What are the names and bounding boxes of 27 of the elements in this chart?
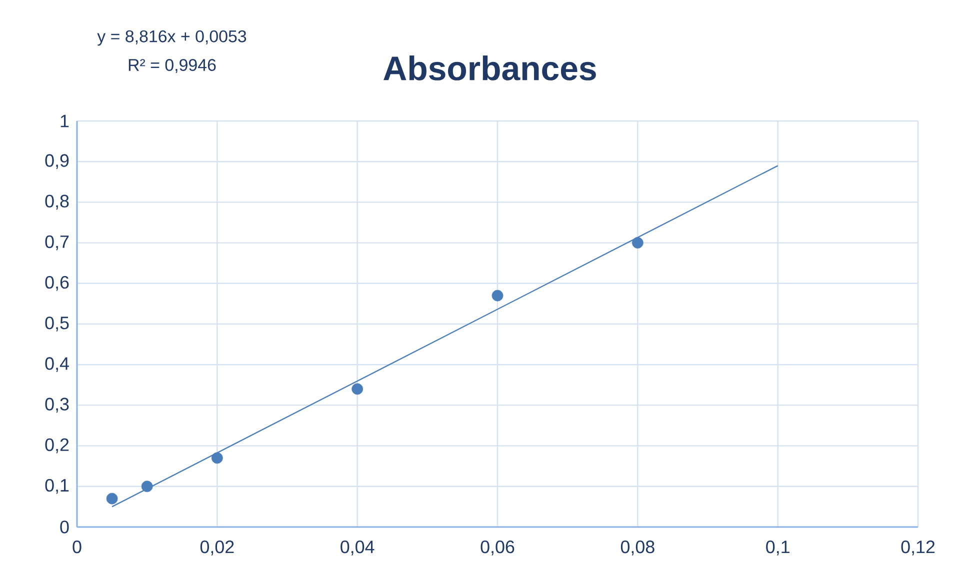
text: R² = 0,9946 [128,58,216,73]
y-tick-label: 0,4 [45,357,69,372]
chart-title: Absorbances [384,56,596,80]
y-tick-label: 0,6 [45,276,69,291]
x-tick-label: 0,02 [200,540,234,556]
x-tick-label: 0,08 [620,540,654,556]
y-tick-label: 0,9 [45,154,69,170]
point [211,452,223,464]
point [141,480,153,492]
y-tick-label: 0,5 [45,316,69,332]
point [492,290,504,302]
y-tick-label: 0,1 [45,478,69,494]
x-tick-label: 0,12 [901,540,935,556]
y-tick-label: 0 [60,520,69,534]
y-tick-label: 1 [60,114,69,128]
x-tick-label: 0,06 [480,540,514,556]
y-tick-label: 0,3 [45,398,69,413]
x-tick-label: 0 [72,540,82,554]
x-tick-label: 0,04 [340,540,374,556]
y-tick-label: 0,8 [45,194,69,210]
point [632,237,644,248]
y-tick-label: 0,7 [45,235,69,250]
text: y = 8,816x + 0,0053 [97,30,246,46]
y-tick-label: 0,2 [45,438,69,454]
point [106,492,118,504]
point [352,383,364,395]
x-tick-label: 0,1 [766,540,790,556]
